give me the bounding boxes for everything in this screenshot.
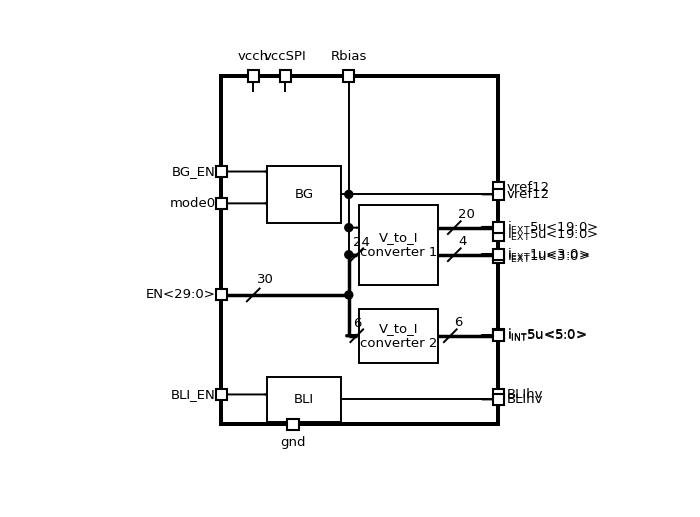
Bar (248, 70, 259, 82)
Bar (216, 198, 227, 209)
Text: BLIhv: BLIhv (507, 393, 543, 406)
Text: gnd: gnd (280, 436, 306, 449)
Circle shape (345, 291, 353, 299)
Bar (493, 189, 504, 200)
Bar (493, 249, 504, 260)
Bar (288, 419, 299, 430)
Bar (358, 309, 438, 362)
Text: 30: 30 (257, 273, 274, 286)
Circle shape (345, 251, 353, 258)
Text: EN<29:0>: EN<29:0> (146, 288, 216, 301)
Bar (279, 70, 290, 82)
Bar (493, 230, 504, 241)
Text: BLI_EN: BLI_EN (171, 388, 216, 401)
Bar (493, 394, 504, 405)
Text: vref12: vref12 (507, 188, 550, 201)
Text: 6: 6 (353, 317, 361, 330)
Text: V_to_I
converter 1: V_to_I converter 1 (360, 231, 438, 259)
Text: vref12: vref12 (507, 181, 550, 194)
Circle shape (345, 190, 353, 199)
Text: i$_{\rm INT}$5u<5:0>: i$_{\rm INT}$5u<5:0> (507, 327, 587, 343)
Bar (493, 182, 504, 193)
Bar (216, 389, 227, 400)
Text: i$_{\rm EXT}$5u<19:0>: i$_{\rm EXT}$5u<19:0> (507, 220, 598, 236)
Circle shape (345, 224, 353, 232)
Text: 6: 6 (454, 316, 463, 329)
Bar (493, 252, 504, 263)
Bar (493, 330, 504, 341)
Text: i$_{\rm INT}$5u<5:0>: i$_{\rm INT}$5u<5:0> (507, 328, 587, 344)
Text: BLI: BLI (294, 393, 314, 406)
Text: i$_{\rm EXT}$1u<3:0>: i$_{\rm EXT}$1u<3:0> (507, 247, 590, 263)
Text: BG_EN: BG_EN (172, 165, 216, 178)
Bar (493, 222, 504, 233)
Bar (493, 329, 504, 340)
Text: 20: 20 (458, 208, 475, 221)
Bar (221, 76, 498, 424)
Text: i$_{\rm EXT}$1u<3:0>: i$_{\rm EXT}$1u<3:0> (507, 249, 590, 265)
Text: BG: BG (295, 188, 314, 201)
Text: i$_{\rm EXT}$5u<19:0>: i$_{\rm EXT}$5u<19:0> (507, 227, 598, 244)
Bar (216, 166, 227, 177)
Bar (267, 165, 341, 223)
Bar (493, 389, 504, 400)
Bar (358, 205, 438, 285)
Text: Rbias: Rbias (330, 50, 367, 63)
Bar (216, 290, 227, 300)
Text: vccSPI: vccSPI (264, 50, 307, 63)
Bar (267, 376, 341, 422)
Bar (343, 70, 354, 82)
Text: V_to_I
converter 2: V_to_I converter 2 (360, 322, 438, 349)
Text: BLIhv: BLIhv (507, 388, 543, 401)
Text: vcch: vcch (238, 50, 269, 63)
Text: 4: 4 (458, 235, 467, 248)
Text: 24: 24 (353, 236, 370, 249)
Text: mode0: mode0 (169, 197, 216, 210)
Bar (221, 76, 498, 424)
